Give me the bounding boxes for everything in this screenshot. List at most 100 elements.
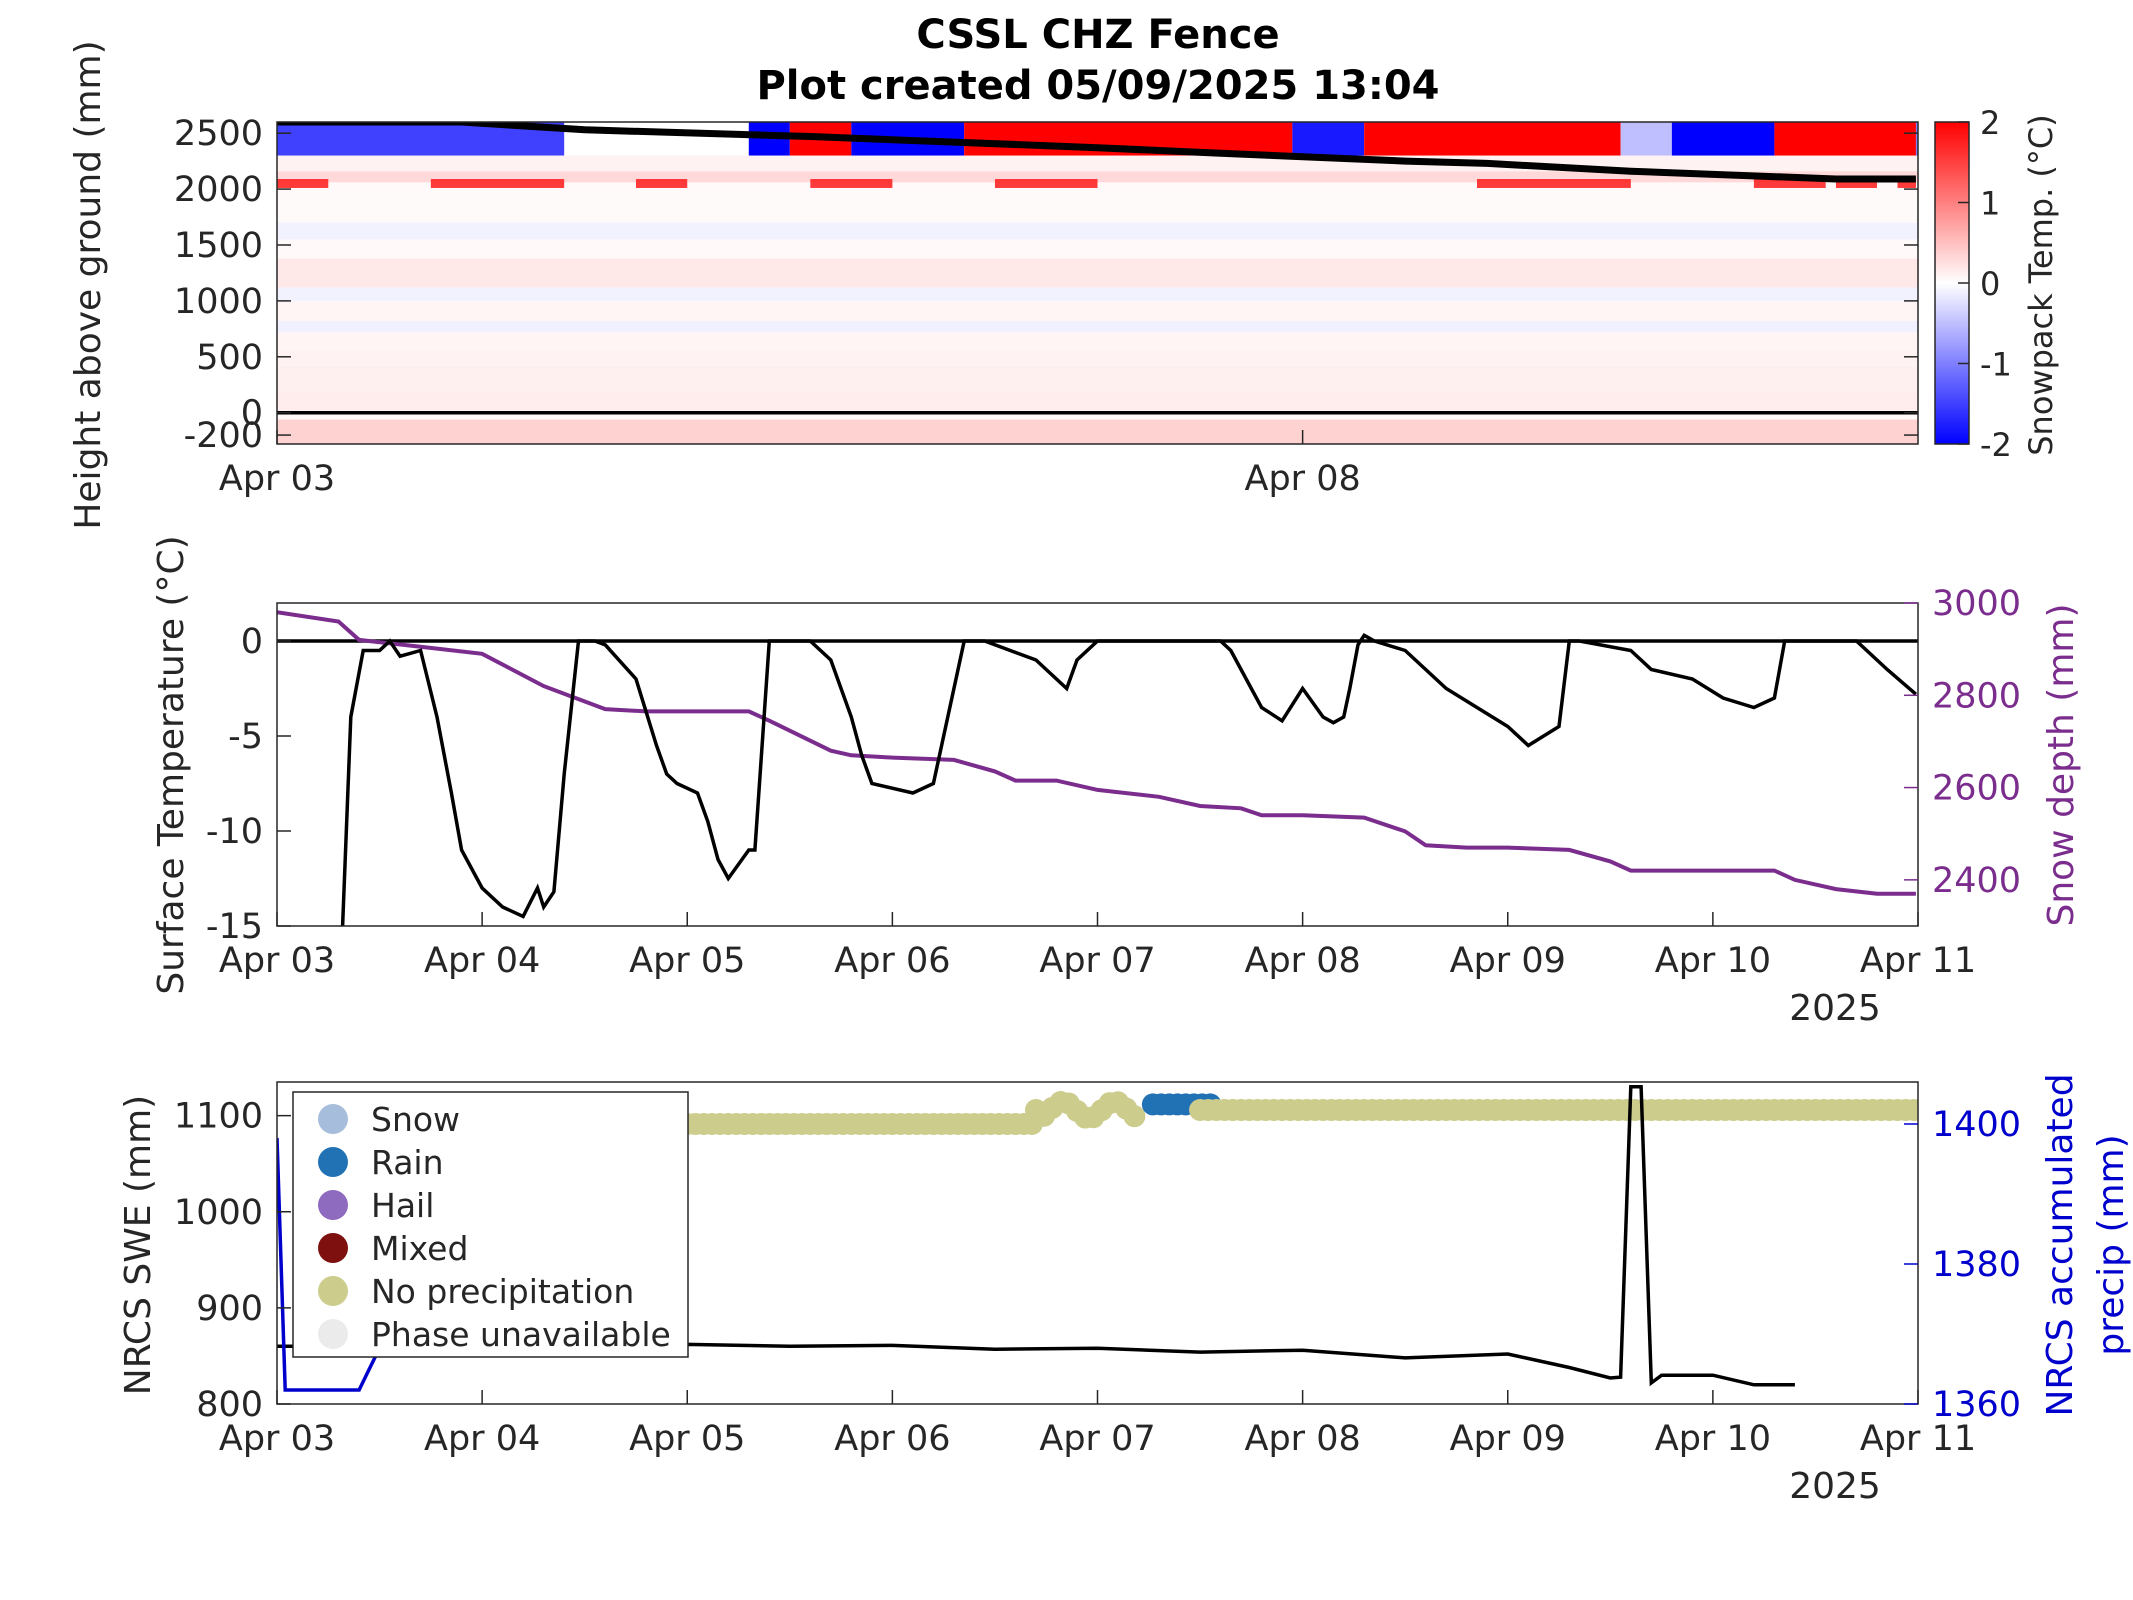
x-ticks: Apr 03 Apr 04 Apr 05 Apr 06 Apr 07 Apr 08 Apr … [219, 1390, 1976, 1459]
heatmap-warm-layer [277, 179, 1916, 188]
warm-layer-cell [1835, 179, 1877, 188]
y2-tick-label: 1360 [1932, 1385, 2021, 1425]
legend-marker-no-precipitation [318, 1276, 348, 1306]
x-tick-label: Apr 11 [1860, 941, 1976, 981]
x-year-label: 2025 [1789, 1466, 1881, 1507]
snow-surface-line [277, 122, 1916, 183]
heatmap-layer [277, 155, 1918, 172]
colorbar-tick-label: 2 [1980, 104, 2000, 142]
y-axis-label: Height above ground (mm) [68, 40, 109, 529]
warm-layer-cell [1897, 179, 1916, 188]
snow-depth-line [277, 610, 1916, 896]
colorbar-tick-label: 0 [1980, 265, 2000, 303]
surface-band-cell [1364, 122, 1621, 156]
y-tick-label: 500 [196, 338, 263, 378]
y2-tick-label: 2600 [1932, 769, 2021, 809]
y-tick-label: -200 [184, 416, 263, 456]
legend-marker-mixed [318, 1233, 348, 1263]
legend-box [292, 1091, 689, 1358]
surface-band-cell [1671, 122, 1775, 156]
x-tick-label: Apr 08 [1245, 941, 1361, 981]
y-axis-label: NRCS SWE (mm) [118, 1095, 159, 1395]
warm-layer-cell [810, 179, 893, 188]
legend-marker-hail [318, 1190, 348, 1220]
heatmap-layer [277, 412, 1918, 420]
y-tick-label: 0 [241, 622, 263, 662]
y-tick-label: 2000 [174, 170, 263, 210]
heatmap-layer [277, 350, 1918, 366]
y2-axis-label: Snow depth (mm) [2041, 603, 2082, 926]
legend: Snow Rain Hail Mixed No precipitation Ph… [292, 1091, 689, 1358]
figure-title: CSSL CHZ Fence [916, 12, 1279, 58]
heatmap-layer [277, 390, 1918, 413]
x-tick-label: Apr 05 [629, 1419, 745, 1459]
x-tick-label: Apr 05 [629, 941, 745, 981]
y-tick-label: 900 [196, 1289, 263, 1329]
warm-layer-cell [430, 179, 565, 188]
x-tick-label: Apr 04 [424, 1419, 540, 1459]
y2-axis-label-line2: precip (mm) [2091, 1134, 2132, 1355]
warm-layer-cell [277, 179, 329, 188]
x-tick-label: Apr 06 [834, 1419, 950, 1459]
x-year-label: 2025 [1789, 988, 1881, 1029]
colorbar-label: Snowpack Temp. (°C) [2022, 114, 2060, 456]
x-tick-label: Apr 08 [1245, 459, 1361, 499]
heatmap-layer [277, 419, 1918, 444]
y-tick-label: -10 [206, 812, 263, 852]
phase-marker [1902, 1099, 1918, 1121]
y2-tick-label: 1400 [1932, 1105, 2021, 1145]
legend-label-snow: Snow [371, 1100, 460, 1139]
warm-layer-cell [635, 179, 688, 188]
y-tick-label: 800 [196, 1385, 263, 1425]
plot-frame [276, 602, 1919, 927]
colorbar-ticks: 2 1 0 -1 -2 [1958, 104, 2012, 464]
legend-label-mixed: Mixed [371, 1229, 468, 1268]
x-tick-label: Apr 07 [1039, 1419, 1155, 1459]
phase-marker [1123, 1105, 1146, 1128]
y2-tick-label: 2800 [1932, 676, 2021, 716]
x-tick-label: Apr 10 [1655, 941, 1771, 981]
x-tick-label: Apr 03 [219, 1419, 335, 1459]
legend-marker-phase-unavailable [318, 1319, 348, 1349]
heatmap-layer [277, 300, 1918, 322]
x-tick-label: Apr 07 [1039, 941, 1155, 981]
legend-label-hail: Hail [371, 1186, 434, 1225]
y-tick-label: 1100 [174, 1097, 263, 1137]
y-tick-label: 1000 [174, 282, 263, 322]
heatmap-layers [277, 155, 1918, 444]
x-ticks: Apr 03 Apr 04 Apr 05 Apr 06 Apr 07 Apr 08 Apr … [219, 912, 1976, 981]
x-tick-label: Apr 06 [834, 941, 950, 981]
x-tick-label: Apr 09 [1450, 1419, 1566, 1459]
heatmap-layer [277, 239, 1918, 259]
y-tick-label: 0 [241, 394, 263, 434]
colorbar-tick-label: 1 [1980, 185, 2000, 223]
x-ticks: Apr 03 Apr 08 [219, 430, 1361, 499]
y2-ticks: 3000 2800 2600 2400 [1904, 584, 2021, 901]
surface-band-cell [1915, 122, 1918, 156]
surface-band-cell [1774, 122, 1916, 156]
x-tick-label: Apr 03 [219, 459, 335, 499]
y-tick-label: 1500 [174, 226, 263, 266]
y-axis-label: Surface Temperature (°C) [151, 535, 192, 994]
accumulated-precip-line [277, 1137, 382, 1392]
colorbar-tick-label: -2 [1980, 426, 2012, 464]
surface-band-cell [1620, 122, 1672, 156]
heatmap-layer [277, 194, 1918, 223]
warm-layer-cell [1753, 179, 1826, 188]
heatmap-layer [277, 365, 1918, 391]
x-tick-label: Apr 10 [1655, 1419, 1771, 1459]
heatmap-layer [277, 332, 1918, 351]
y2-tick-label: 1380 [1932, 1245, 2021, 1285]
legend-marker-snow [318, 1104, 348, 1134]
y2-axis-label-line1: NRCS accumulated [2040, 1073, 2081, 1416]
y-ticks: 2500 2000 1500 1000 500 0-200 [174, 114, 1918, 456]
phase-markers [676, 1091, 1918, 1135]
warm-layer-cell [1476, 179, 1631, 188]
heatmap-layer [277, 222, 1918, 240]
y2-tick-label: 3000 [1932, 584, 2021, 624]
plot-frame [276, 121, 1919, 445]
x-tick-label: Apr 09 [1450, 941, 1566, 981]
